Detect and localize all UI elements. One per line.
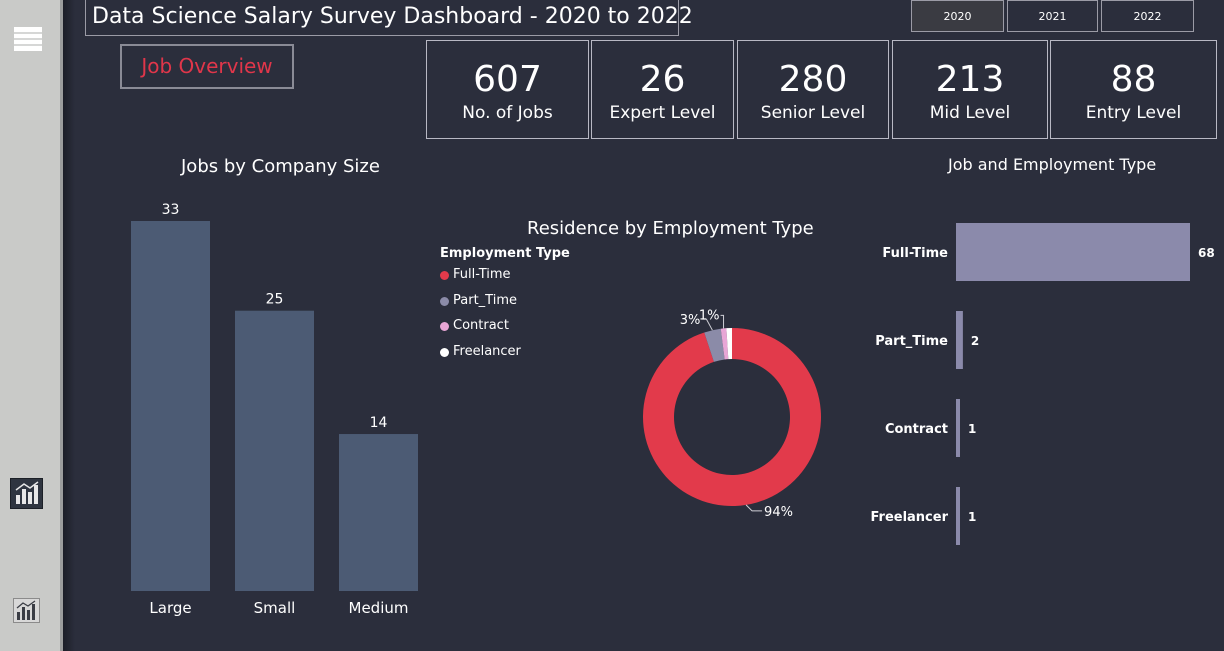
- legend-dot: [440, 347, 449, 357]
- kpi-card-jobs: 607 No. of Jobs: [426, 40, 589, 139]
- hbar-contract[interactable]: [956, 399, 960, 457]
- year-button-2021[interactable]: 2021: [1007, 0, 1098, 32]
- kpi-label: Expert Level: [609, 103, 716, 123]
- bar-small[interactable]: [235, 310, 314, 591]
- residence-chart-title: Residence by Employment Type: [527, 218, 814, 239]
- menu-icon[interactable]: [14, 27, 42, 51]
- category-label: Medium: [349, 599, 409, 617]
- company-size-bar-chart: 33 Large 25 Small 14 Medium: [131, 202, 418, 617]
- bar-value-label: 1: [968, 510, 976, 524]
- kpi-value: 213: [935, 59, 1005, 100]
- job-overview-button[interactable]: Job Overview: [120, 44, 294, 89]
- kpi-card-senior: 280 Senior Level: [737, 40, 889, 139]
- kpi-label: Entry Level: [1085, 103, 1182, 123]
- kpi-value: 26: [639, 59, 686, 100]
- report-page-icon[interactable]: [13, 598, 40, 623]
- report-page-icon[interactable]: [10, 478, 43, 509]
- category-label: Small: [254, 599, 296, 617]
- donut-slice-part-time[interactable]: [704, 328, 725, 362]
- kpi-card-expert: 26 Expert Level: [591, 40, 734, 139]
- bar-value-label: 2: [971, 334, 979, 348]
- sidebar-shadow: [63, 0, 75, 651]
- year-button-2022[interactable]: 2022: [1101, 0, 1194, 32]
- kpi-card-mid: 213 Mid Level: [892, 40, 1048, 139]
- legend-dot: [440, 322, 449, 332]
- bar-value-label: 25: [266, 292, 284, 308]
- legend-label: Part_Time: [453, 292, 517, 308]
- legend-label: Freelancer: [453, 343, 521, 359]
- slice-label: 1%: [699, 308, 720, 323]
- kpi-value: 607: [473, 59, 542, 100]
- bar-value-label: 1: [968, 422, 976, 436]
- category-label: Full-Time: [882, 246, 948, 261]
- hbar-full-time[interactable]: [956, 223, 1190, 281]
- employment-type-bar-chart: Full-Time 68 Part_Time 2 Contract 1 Freelancer…: [870, 223, 1215, 545]
- donut-slice-full-time[interactable]: [643, 328, 821, 506]
- legend-item-part-time[interactable]: Part_Time: [440, 293, 570, 319]
- category-label: Large: [149, 599, 191, 617]
- bar-large[interactable]: [131, 221, 210, 591]
- sidebar: [0, 0, 63, 651]
- dashboard-title: Data Science Salary Survey Dashboard - 2…: [85, 0, 693, 36]
- kpi-value: 88: [1110, 59, 1157, 100]
- company-size-chart-title: Jobs by Company Size: [181, 156, 380, 177]
- bar-value-label: 68: [1198, 246, 1215, 260]
- legend-item-full-time[interactable]: Full-Time: [440, 267, 570, 293]
- bar-medium[interactable]: [339, 434, 418, 591]
- slice-leader-line: [702, 318, 713, 331]
- legend-dot: [440, 296, 449, 306]
- hbar-part-time[interactable]: [956, 311, 963, 369]
- kpi-label: No. of Jobs: [462, 103, 553, 123]
- category-label: Freelancer: [870, 510, 948, 525]
- legend-title: Employment Type: [440, 246, 570, 261]
- donut-slice-freelancer[interactable]: [726, 328, 732, 360]
- legend-dot: [440, 271, 449, 280]
- kpi-value: 280: [778, 59, 848, 100]
- slice-leader-line: [720, 314, 725, 329]
- slice-label: 3%: [680, 313, 701, 328]
- donut-slice-contract[interactable]: [720, 328, 729, 360]
- donut-legend: Employment Type Full-Time Part_Time Cont…: [440, 246, 570, 369]
- kpi-label: Mid Level: [929, 103, 1011, 123]
- slice-leader-line: [745, 504, 763, 512]
- kpi-card-entry: 88 Entry Level: [1050, 40, 1217, 139]
- legend-item-contract[interactable]: Contract: [440, 318, 570, 344]
- legend-label: Full-Time: [453, 267, 511, 282]
- slice-label: 94%: [764, 505, 793, 520]
- category-label: Part_Time: [875, 334, 948, 349]
- bar-value-label: 33: [162, 202, 180, 218]
- residence-donut-chart: 94% 3%1%: [643, 308, 821, 520]
- employment-type-chart-title: Job and Employment Type: [948, 155, 1157, 174]
- category-label: Contract: [885, 422, 948, 437]
- bar-value-label: 14: [370, 415, 388, 431]
- legend-item-freelancer[interactable]: Freelancer: [440, 344, 570, 370]
- kpi-label: Senior Level: [760, 103, 866, 123]
- hbar-freelancer[interactable]: [956, 487, 960, 545]
- legend-label: Contract: [453, 318, 509, 334]
- year-button-2020[interactable]: 2020: [911, 0, 1004, 32]
